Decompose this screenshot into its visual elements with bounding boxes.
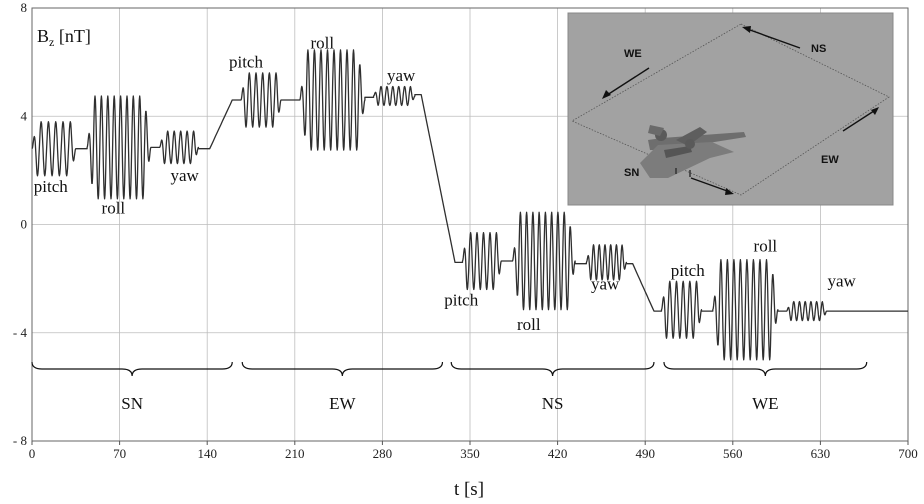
x-tick-label: 630 — [811, 446, 831, 461]
x-tick-label: 420 — [548, 446, 568, 461]
x-axis-label: t [s] — [454, 479, 484, 500]
maneuver-annotation: roll — [754, 237, 778, 256]
x-tick-label: 70 — [113, 446, 126, 461]
inset-label-we: WE — [624, 48, 642, 60]
y-axis-label-main: B — [37, 26, 49, 46]
x-tick-label: 490 — [635, 446, 655, 461]
segment-label: SN — [121, 394, 143, 413]
maneuver-annotation: pitch — [229, 53, 263, 72]
arrow-sn-icon — [690, 177, 731, 193]
arrow-ns-icon — [749, 29, 801, 49]
arrowhead-ns-icon — [742, 26, 751, 33]
x-tick-label: 560 — [723, 446, 743, 461]
x-tick-label: 280 — [373, 446, 393, 461]
arrowhead-ew-icon — [871, 107, 879, 115]
arrow-ew-icon — [842, 108, 878, 132]
y-tick-label: 0 — [21, 217, 28, 232]
maneuver-annotation: yaw — [591, 274, 620, 293]
x-tick-label: 0 — [29, 446, 36, 461]
series-group — [31, 49, 908, 361]
annotations: pitch roll yaw pitch roll yaw pitch roll yaw pitc… — [34, 34, 857, 334]
inset-label-ns: NS — [811, 43, 826, 55]
flight-path-square — [571, 23, 890, 196]
arrowhead-sn-icon — [725, 188, 734, 195]
axis-ticks: 0 70 140 210 280 350 420 490 560 630 700 8 4 0 - 4 - 8 — [13, 0, 918, 461]
y-tick-label: - 8 — [13, 433, 27, 448]
svg-text:Bz [nT]: Bz [nT] — [37, 26, 91, 49]
maneuver-annotation: roll — [102, 199, 126, 218]
maneuver-annotation: yaw — [828, 272, 857, 291]
maneuver-annotation: roll — [311, 34, 335, 53]
segment-brace — [663, 361, 868, 377]
y-tick-label: 4 — [21, 108, 28, 123]
maneuver-annotation: pitch — [671, 261, 705, 280]
y-tick-label: - 4 — [13, 325, 28, 340]
segment-label: EW — [329, 394, 356, 413]
arrow-we-icon — [603, 67, 650, 98]
inset-label-ew: EW — [821, 154, 839, 166]
maneuver-annotation: yaw — [171, 166, 200, 185]
bz-series-line — [31, 49, 908, 361]
segment-label: NS — [542, 394, 564, 413]
segment-braces: SN EW NS WE — [31, 361, 868, 413]
segment-brace — [450, 361, 655, 377]
airplane-icon — [640, 125, 746, 178]
segment-brace — [31, 361, 233, 377]
maneuver-annotation: yaw — [387, 66, 416, 85]
segment-brace — [241, 361, 444, 377]
x-tick-label: 350 — [460, 446, 480, 461]
x-tick-label: 140 — [197, 446, 217, 461]
arrowhead-we-icon — [602, 90, 611, 99]
inset-label-sn: SN — [624, 167, 639, 179]
y-axis-label-subscript: z — [49, 35, 54, 49]
x-tick-label: 700 — [898, 446, 918, 461]
segment-label: WE — [752, 394, 778, 413]
maneuver-annotation: roll — [517, 315, 541, 334]
y-tick-label: 8 — [21, 0, 28, 15]
flight-pattern-inset: WE NS SN EW — [567, 12, 894, 206]
maneuver-annotation: pitch — [444, 291, 478, 310]
y-axis-label-unit: [nT] — [54, 26, 90, 46]
y-axis-label: Bz [nT] — [37, 26, 91, 49]
x-tick-label: 210 — [285, 446, 305, 461]
inset-background — [567, 12, 894, 206]
maneuver-annotation: pitch — [34, 177, 68, 196]
